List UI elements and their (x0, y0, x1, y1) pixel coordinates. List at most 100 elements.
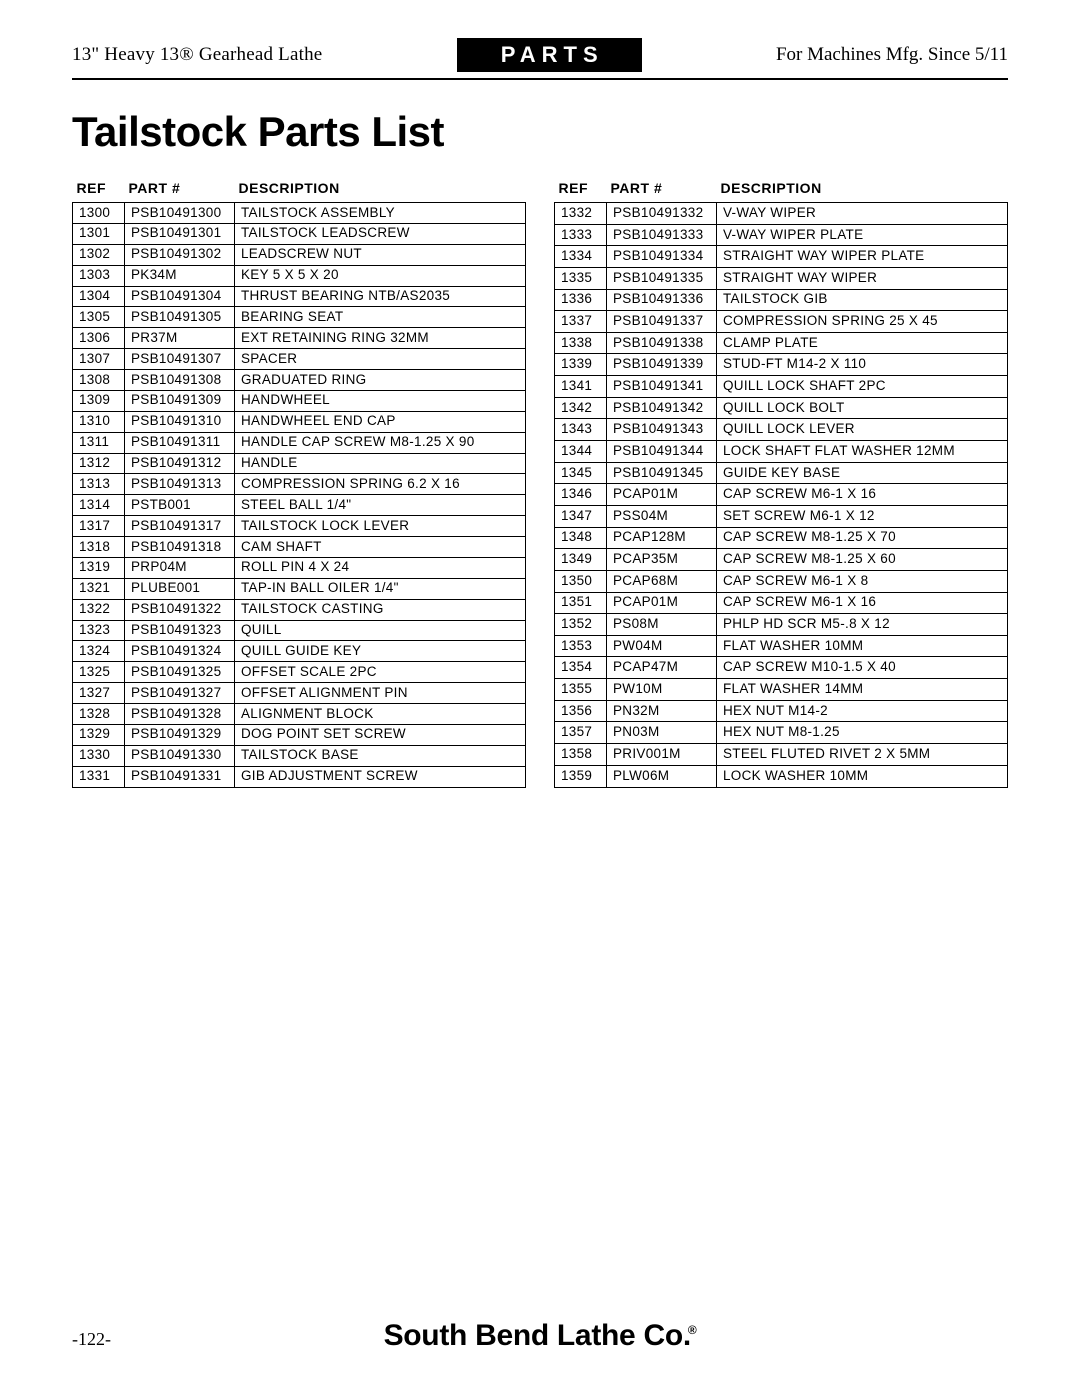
table-row: 1303PK34MKEY 5 X 5 X 20 (73, 265, 526, 286)
table-row: 1321PLUBE001TAP-IN BALL OILER 1/4" (73, 578, 526, 599)
cell-part: PSB10491300 (125, 203, 235, 224)
cell-desc: EXT RETAINING RING 32MM (235, 328, 526, 349)
table-row: 1354PCAP47MCAP SCREW M10-1.5 X 40 (555, 657, 1008, 679)
table-row: 1359PLW06MLOCK WASHER 10MM (555, 765, 1008, 787)
cell-ref: 1306 (73, 328, 125, 349)
cell-desc: FLAT WASHER 14MM (717, 679, 1008, 701)
table-header-row: REF PART # DESCRIPTION (555, 178, 1008, 203)
cell-ref: 1334 (555, 246, 607, 268)
table-row: 1342PSB10491342QUILL LOCK BOLT (555, 397, 1008, 419)
cell-ref: 1305 (73, 307, 125, 328)
cell-ref: 1339 (555, 354, 607, 376)
cell-ref: 1321 (73, 578, 125, 599)
cell-part: PSS04M (607, 505, 717, 527)
cell-part: PSB10491310 (125, 411, 235, 432)
table-row: 1337PSB10491337COMPRESSION SPRING 25 X 4… (555, 311, 1008, 333)
table-row: 1339PSB10491339STUD-FT M14-2 X 110 (555, 354, 1008, 376)
parts-table-left: REF PART # DESCRIPTION 1300PSB10491300TA… (72, 178, 526, 788)
cell-part: PRP04M (125, 557, 235, 578)
cell-desc: CAM SHAFT (235, 537, 526, 558)
table-row: 1358PRIV001MSTEEL FLUTED RIVET 2 X 5MM (555, 744, 1008, 766)
cell-ref: 1336 (555, 289, 607, 311)
cell-ref: 1335 (555, 267, 607, 289)
cell-ref: 1350 (555, 570, 607, 592)
footer-brand: South Bend Lathe Co.® (192, 1319, 888, 1353)
cell-part: PSB10491311 (125, 432, 235, 453)
cell-part: PCAP01M (607, 592, 717, 614)
table-row: 1319PRP04MROLL PIN 4 X 24 (73, 557, 526, 578)
cell-desc: CLAMP PLATE (717, 332, 1008, 354)
table-row: 1336PSB10491336TAILSTOCK GIB (555, 289, 1008, 311)
cell-desc: COMPRESSION SPRING 25 X 45 (717, 311, 1008, 333)
cell-ref: 1341 (555, 376, 607, 398)
table-row: 1335PSB10491335STRAIGHT WAY WIPER (555, 267, 1008, 289)
cell-desc: HEX NUT M8-1.25 (717, 722, 1008, 744)
table-header-row: REF PART # DESCRIPTION (73, 178, 526, 203)
cell-part: PSB10491341 (607, 376, 717, 398)
table-row: 1332PSB10491332V-WAY WIPER (555, 203, 1008, 225)
table-row: 1329PSB10491329DOG POINT SET SCREW (73, 724, 526, 745)
cell-desc: TAILSTOCK LEADSCREW (235, 223, 526, 244)
cell-desc: PHLP HD SCR M5-.8 X 12 (717, 614, 1008, 636)
table-row: 1307PSB10491307SPACER (73, 349, 526, 370)
cell-ref: 1345 (555, 462, 607, 484)
cell-ref: 1312 (73, 453, 125, 474)
cell-ref: 1329 (73, 724, 125, 745)
cell-desc: TAP-IN BALL OILER 1/4" (235, 578, 526, 599)
table-row: 1313PSB10491313COMPRESSION SPRING 6.2 X … (73, 474, 526, 495)
cell-part: PSB10491307 (125, 349, 235, 370)
cell-desc: TAILSTOCK ASSEMBLY (235, 203, 526, 224)
table-row: 1357PN03MHEX NUT M8-1.25 (555, 722, 1008, 744)
cell-part: PSB10491338 (607, 332, 717, 354)
cell-ref: 1328 (73, 704, 125, 725)
cell-desc: GIB ADJUSTMENT SCREW (235, 766, 526, 787)
cell-desc: BEARING SEAT (235, 307, 526, 328)
cell-desc: KEY 5 X 5 X 20 (235, 265, 526, 286)
cell-ref: 1313 (73, 474, 125, 495)
table-row: 1333PSB10491333V-WAY WIPER PLATE (555, 224, 1008, 246)
cell-desc: QUILL (235, 620, 526, 641)
cell-part: PSB10491328 (125, 704, 235, 725)
cell-desc: STEEL FLUTED RIVET 2 X 5MM (717, 744, 1008, 766)
table-row: 1309PSB10491309HANDWHEEL (73, 390, 526, 411)
cell-part: PSB10491312 (125, 453, 235, 474)
cell-ref: 1310 (73, 411, 125, 432)
cell-ref: 1353 (555, 635, 607, 657)
cell-desc: ALIGNMENT BLOCK (235, 704, 526, 725)
header-right: For Machines Mfg. Since 5/11 (776, 44, 1008, 66)
cell-part: PRIV001M (607, 744, 717, 766)
cell-ref: 1332 (555, 203, 607, 225)
table-row: 1310PSB10491310HANDWHEEL END CAP (73, 411, 526, 432)
cell-part: PCAP01M (607, 484, 717, 506)
col-desc: DESCRIPTION (717, 178, 1008, 203)
cell-part: PSB10491333 (607, 224, 717, 246)
table-row: 1306PR37MEXT RETAINING RING 32MM (73, 328, 526, 349)
cell-desc: SPACER (235, 349, 526, 370)
cell-part: PSB10491318 (125, 537, 235, 558)
cell-part: PSB10491322 (125, 599, 235, 620)
col-part: PART # (125, 178, 235, 203)
cell-ref: 1358 (555, 744, 607, 766)
cell-ref: 1349 (555, 549, 607, 571)
cell-part: PN03M (607, 722, 717, 744)
cell-desc: QUILL LOCK LEVER (717, 419, 1008, 441)
table-row: 1302PSB10491302LEADSCREW NUT (73, 244, 526, 265)
cell-ref: 1322 (73, 599, 125, 620)
cell-ref: 1307 (73, 349, 125, 370)
cell-desc: TAILSTOCK LOCK LEVER (235, 516, 526, 537)
cell-ref: 1331 (73, 766, 125, 787)
cell-desc: TAILSTOCK BASE (235, 745, 526, 766)
cell-ref: 1303 (73, 265, 125, 286)
cell-part: PSB10491323 (125, 620, 235, 641)
table-row: 1304PSB10491304THRUST BEARING NTB/AS2035 (73, 286, 526, 307)
table-row: 1351PCAP01MCAP SCREW M6-1 X 16 (555, 592, 1008, 614)
table-row: 1305PSB10491305BEARING SEAT (73, 307, 526, 328)
cell-desc: CAP SCREW M6-1 X 16 (717, 592, 1008, 614)
cell-part: PSB10491345 (607, 462, 717, 484)
table-row: 1343PSB10491343QUILL LOCK LEVER (555, 419, 1008, 441)
table-row: 1356PN32MHEX NUT M14-2 (555, 700, 1008, 722)
cell-desc: HANDLE CAP SCREW M8-1.25 X 90 (235, 432, 526, 453)
page-footer: -122- South Bend Lathe Co.® (72, 1319, 1008, 1353)
cell-desc: CAP SCREW M6-1 X 16 (717, 484, 1008, 506)
table-row: 1311PSB10491311HANDLE CAP SCREW M8-1.25 … (73, 432, 526, 453)
